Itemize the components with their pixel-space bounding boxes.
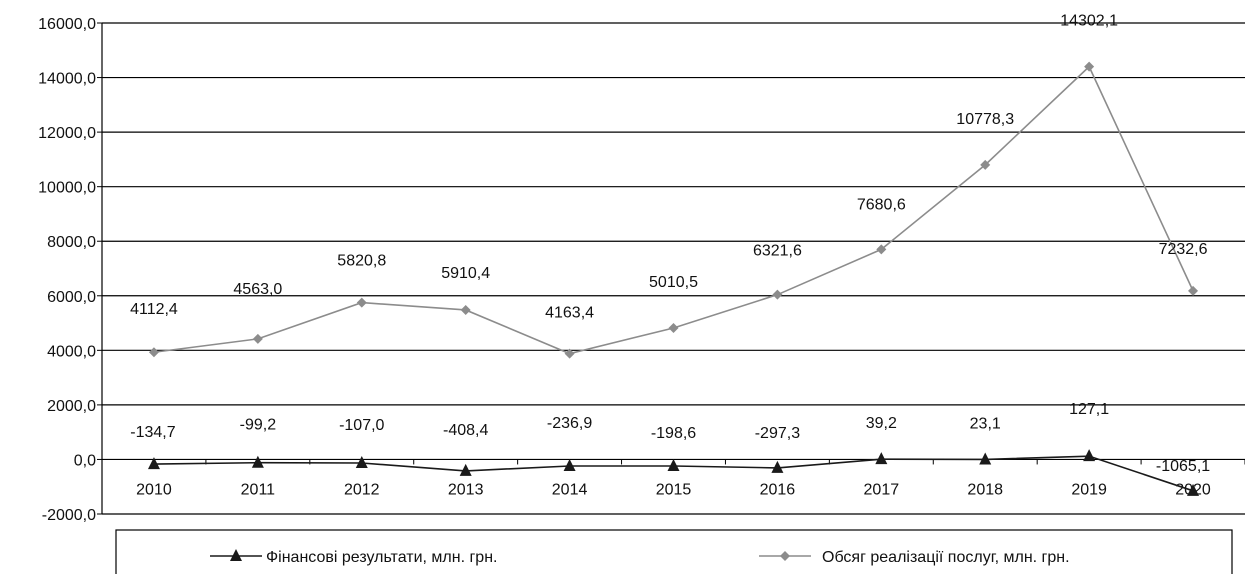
data-labels: -134,7 -99,2 -107,0 -408,4 -236,9 -198,6 -297,…: [130, 13, 1210, 475]
data-label: 4112,4: [130, 301, 178, 318]
x-tick-label: 2019: [1071, 481, 1107, 498]
data-point-diamond: [980, 159, 991, 170]
x-tick-label: 2013: [448, 481, 484, 498]
data-point-triangle: [147, 457, 160, 470]
y-tick-label: 2000,0: [47, 398, 96, 415]
data-label: 6321,6: [753, 243, 802, 260]
data-point-diamond: [148, 347, 159, 358]
data-point-triangle: [1083, 449, 1096, 462]
data-point-diamond: [460, 304, 471, 315]
data-point-triangle: [875, 452, 888, 465]
data-point-diamond: [772, 289, 783, 300]
data-point-triangle: [667, 458, 680, 471]
y-tick-label: 0,0: [74, 452, 96, 469]
x-tick-label: 2011: [241, 481, 276, 498]
data-point-triangle: [251, 455, 264, 468]
data-label: -408,4: [443, 422, 488, 439]
y-tick-label: 6000,0: [47, 289, 96, 306]
y-tick-label: 8000,0: [47, 234, 96, 251]
data-point-triangle: [771, 460, 784, 473]
data-point-diamond: [1084, 61, 1095, 72]
data-point-triangle: [1187, 483, 1200, 496]
data-label: 7232,6: [1159, 241, 1208, 258]
data-point-triangle: [355, 455, 368, 468]
y-tick-label: 10000,0: [38, 180, 96, 197]
legend: Фінансові результати, млн. грн. Обсяг реа…: [115, 529, 1233, 577]
legend-box: [115, 529, 1233, 577]
data-label: 127,1: [1069, 401, 1109, 418]
x-tick-label: 2016: [760, 481, 796, 498]
data-point-diamond: [668, 322, 679, 333]
x-tick-label: 2014: [552, 481, 588, 498]
axes: 16000,0 14000,0 12000,0 10000,0 8000,0 6000,0…: [38, 16, 1245, 524]
x-tick-label: 2012: [344, 481, 380, 498]
data-point-diamond: [876, 244, 887, 255]
data-label: 14302,1: [1060, 13, 1118, 30]
data-label: 39,2: [866, 415, 897, 432]
legend-label: Обсяг реалізації послуг, млн. грн.: [822, 549, 1070, 566]
legend-marker-triangle: [230, 549, 242, 561]
data-point-triangle: [459, 463, 472, 476]
data-point-diamond: [252, 333, 263, 344]
data-point-diamond: [356, 297, 367, 308]
data-label: 23,1: [970, 415, 1001, 432]
data-point-triangle: [979, 452, 992, 465]
x-tick-label: 2015: [656, 481, 692, 498]
data-label: 4563,0: [233, 281, 282, 298]
series-lines: [147, 61, 1200, 496]
x-tick-label: 2018: [967, 481, 1003, 498]
x-tick-label: 2010: [136, 481, 172, 498]
data-label: -198,6: [651, 425, 696, 442]
y-tick-label: 4000,0: [47, 343, 96, 360]
y-tick-label: -2000,0: [42, 507, 96, 524]
data-label: 7680,6: [857, 196, 906, 213]
data-label: -134,7: [130, 424, 175, 441]
y-tick-label: 12000,0: [38, 125, 96, 142]
y-tick-label: 16000,0: [38, 16, 96, 33]
series-line: [153, 65, 1194, 355]
data-label: -1065,1: [1156, 458, 1210, 475]
data-label: -107,0: [339, 417, 384, 434]
x-tick-label: 2017: [864, 481, 900, 498]
y-tick-label: 14000,0: [38, 71, 96, 88]
data-label: 5820,8: [337, 253, 386, 270]
data-label: 5010,5: [649, 274, 698, 291]
legend-label: Фінансові результати, млн. грн.: [266, 549, 497, 566]
data-point-diamond: [1188, 285, 1199, 296]
data-label: -99,2: [240, 417, 277, 434]
data-point-triangle: [563, 458, 576, 471]
data-label: 5910,4: [441, 265, 490, 282]
data-point-diamond: [564, 348, 575, 359]
data-label: 10778,3: [956, 111, 1014, 128]
legend-marker-diamond: [780, 551, 790, 561]
data-label: -297,3: [755, 425, 800, 442]
data-label: 4163,4: [545, 305, 594, 322]
data-label: -236,9: [547, 415, 592, 432]
